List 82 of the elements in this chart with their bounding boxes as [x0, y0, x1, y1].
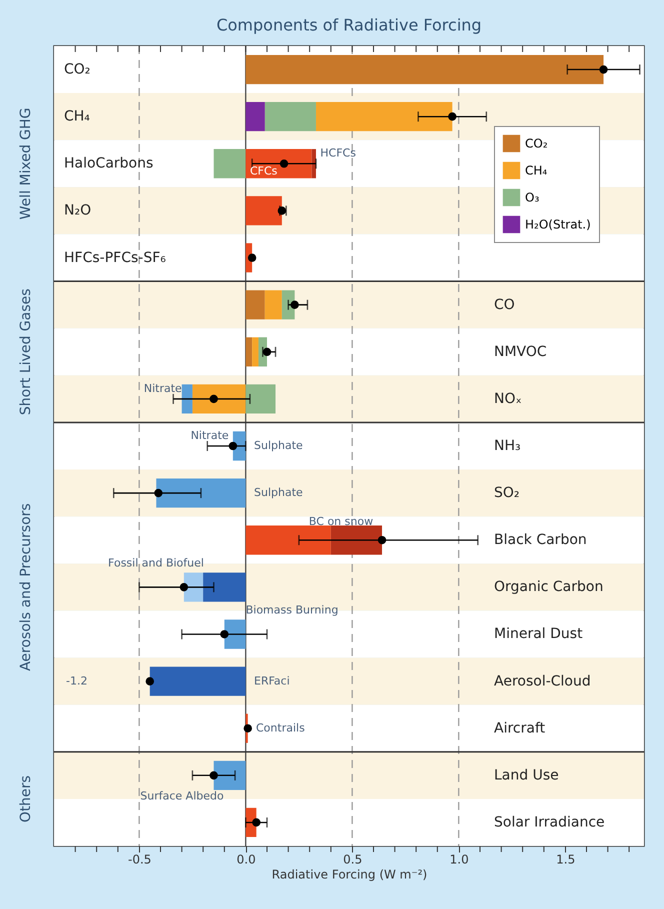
point	[220, 630, 229, 638]
y-tick-label: CO₂	[64, 62, 90, 78]
point	[252, 818, 261, 827]
bar	[312, 149, 316, 178]
y-tick-label: Land Use	[494, 767, 559, 784]
y-tick-label: Mineral Dust	[494, 626, 584, 642]
annotation: CFCs	[250, 164, 278, 178]
annotation: Sulphate	[254, 439, 304, 452]
y-tick-label: SO₂	[494, 485, 520, 502]
point	[248, 254, 256, 262]
point	[154, 488, 163, 498]
bar	[214, 149, 246, 178]
annotation: Nitrate	[190, 429, 229, 442]
y-tick-label: HaloCarbons	[64, 156, 154, 172]
x-axis-title: Radiative Forcing (W m⁻²)	[272, 868, 428, 882]
y-tick-label: Solar Irradiance	[494, 814, 605, 830]
point	[378, 536, 386, 544]
y-tick-label: NMVOC	[494, 344, 547, 360]
bar	[246, 337, 252, 366]
bar	[246, 384, 276, 414]
y-tick-label: CH₄	[64, 108, 90, 125]
y-tick-label: Aircraft	[494, 720, 546, 736]
annotation: HCFCs	[320, 146, 356, 160]
annotation: Biomass Burning	[246, 604, 338, 617]
bar	[246, 196, 282, 226]
bar	[224, 620, 246, 649]
bar	[214, 760, 246, 790]
text: Aerosols and Precursors	[18, 503, 34, 672]
bar	[264, 102, 316, 132]
chart-title: Components of Radiative Forcing	[216, 15, 482, 34]
annotation: -1.2	[66, 674, 88, 688]
x-tick-label: 0.0	[236, 852, 256, 866]
point	[448, 112, 456, 121]
point	[228, 442, 238, 450]
bar	[330, 526, 382, 555]
bar	[252, 337, 258, 366]
bar	[264, 290, 282, 320]
point	[210, 771, 218, 780]
point	[180, 583, 188, 592]
x-tick-label: 0.5	[343, 852, 362, 866]
point	[146, 677, 154, 686]
text: Well Mixed GHG	[18, 108, 34, 220]
point	[244, 724, 252, 733]
point	[280, 159, 288, 168]
legend-label: O₃	[525, 190, 540, 204]
annotation: Sulphate	[254, 486, 304, 500]
bar	[203, 572, 246, 602]
point	[599, 65, 608, 74]
annotation: BC on snow	[308, 515, 374, 528]
text: Short Lived Gases	[18, 288, 34, 416]
bar	[150, 666, 246, 696]
y-tick-label: CO	[494, 296, 515, 313]
text: Others	[18, 775, 34, 822]
bar	[246, 290, 265, 320]
bar	[316, 102, 452, 132]
annotation: Contrails	[256, 721, 306, 734]
legend-label: H₂O(Strat.)	[525, 218, 591, 232]
y-tick-label: NOₓ	[494, 390, 522, 407]
y-tick-label: NH₃	[494, 438, 521, 454]
y-tick-label: N₂O	[64, 202, 92, 219]
y-tick-label: Black Carbon	[494, 532, 587, 548]
x-tick-label: -0.5	[128, 852, 152, 866]
y-tick-label: Aerosol-Cloud	[494, 673, 591, 690]
annotation: Nitrate	[144, 382, 182, 395]
bar	[246, 526, 331, 555]
y-tick-label: Organic Carbon	[494, 579, 604, 596]
bar	[246, 54, 604, 84]
annotation: ERFaci	[254, 674, 290, 688]
bar	[246, 102, 265, 132]
annotation: Surface Albedo	[140, 790, 224, 803]
bar	[246, 149, 312, 178]
bar	[192, 384, 246, 414]
annotation: Fossil and Biofuel	[108, 556, 204, 570]
x-tick-label: 1.0	[450, 852, 469, 866]
point	[262, 348, 272, 356]
y-tick-label: HFCs-PFCs-SF₆	[64, 250, 166, 266]
bar	[156, 478, 246, 508]
bar	[184, 572, 204, 602]
point	[210, 394, 218, 404]
bar	[182, 384, 192, 414]
x-tick-label: 1.5	[556, 852, 576, 866]
point	[290, 300, 299, 309]
